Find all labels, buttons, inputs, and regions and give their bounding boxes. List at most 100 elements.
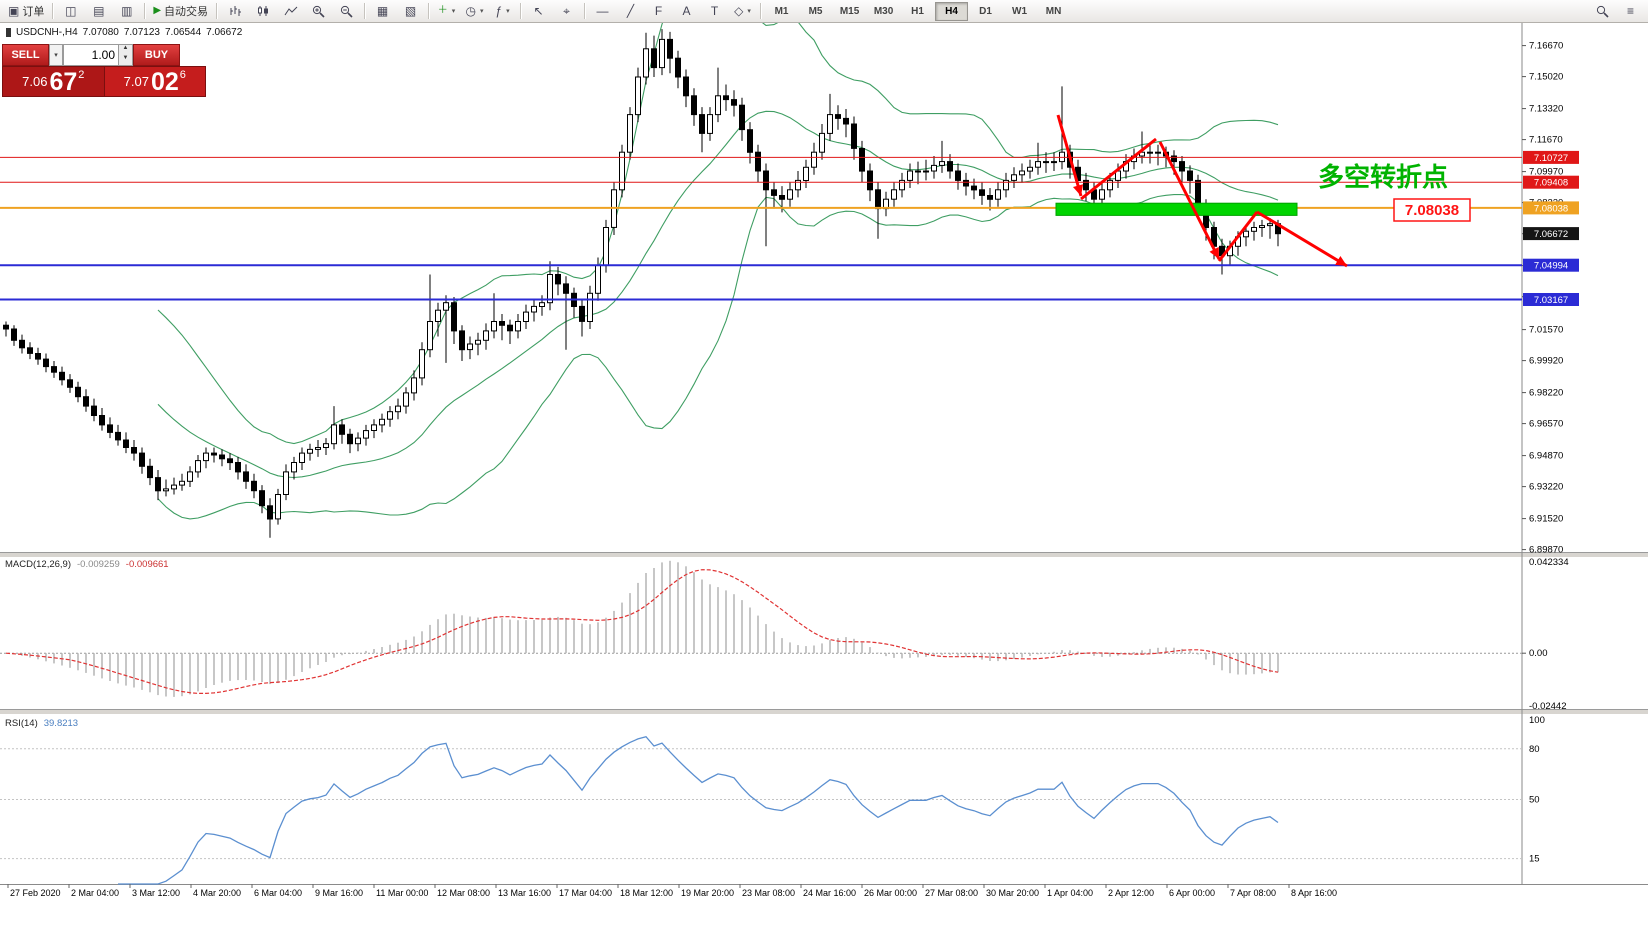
trend-arrow[interactable]	[1158, 141, 1221, 260]
market-watch-button[interactable]: ◫	[57, 1, 84, 22]
trend-arrow-head	[1335, 256, 1347, 266]
trendline-tool-button[interactable]: ╱	[617, 1, 644, 22]
timeframe-M1[interactable]: M1	[774, 5, 789, 17]
crosshair-button[interactable]: ⌖	[553, 1, 580, 22]
timeframe-M5[interactable]: M5	[808, 5, 823, 17]
time-axis-label: 8 Apr 16:00	[1291, 888, 1337, 898]
trend-arrow[interactable]	[1080, 137, 1157, 201]
price-axis-tick: 7.11670	[1529, 135, 1563, 146]
support-zone-rectangle[interactable]	[1055, 202, 1298, 216]
time-axis-label: 17 Mar 04:00	[559, 888, 612, 898]
bollinger-middle-band	[157, 110, 1279, 479]
time-axis-label: 4 Mar 20:00	[193, 888, 241, 898]
time-axis-label: 6 Mar 04:00	[254, 888, 302, 898]
shapes-tool-button[interactable]: ◇ ▾	[729, 1, 756, 22]
fibonacci-tool-button[interactable]: F	[645, 1, 672, 22]
price-axis-tick: 7.15020	[1529, 72, 1563, 83]
buy-price-sup: 6	[179, 68, 186, 81]
new-chart-button[interactable]: ＋ ▾	[433, 1, 460, 22]
timeframe-M15[interactable]: M15	[839, 5, 860, 17]
sell-button[interactable]: SELL	[2, 44, 49, 66]
trend-arrow-head	[1209, 247, 1219, 259]
macd-title: MACD(12,26,9)	[5, 559, 71, 570]
timeframe-M30[interactable]: M30	[873, 5, 894, 17]
splitter-macd-rsi[interactable]	[0, 709, 1648, 714]
search-button[interactable]	[1589, 1, 1616, 22]
volume-down-icon[interactable]: ▼	[119, 55, 132, 65]
macd-signal-line	[5, 569, 1279, 695]
price-axis-tick: 7.16670	[1529, 41, 1563, 52]
horizontal-line-tool-button[interactable]: —	[589, 1, 616, 22]
timeframe-W1[interactable]: W1	[1012, 5, 1028, 17]
tile-windows-button[interactable]: ▦	[369, 1, 396, 22]
main-chart-plot[interactable]	[3, 23, 1281, 538]
timeframe-H1[interactable]: H1	[911, 5, 924, 17]
zoom-in-button[interactable]	[305, 1, 332, 22]
menu-icon: ≡	[1626, 4, 1634, 18]
sell-price-mid: 67	[49, 67, 78, 96]
price-axis-tick: 6.99920	[1529, 356, 1563, 367]
autotrading-icon: ▶	[153, 5, 162, 16]
bollinger-lower-band	[157, 194, 1279, 520]
sell-price-box[interactable]: 7.06 67 2	[2, 66, 105, 97]
periods-button[interactable]: ◷ ▾	[461, 1, 488, 22]
cascade-windows-button[interactable]: ▧	[397, 1, 424, 22]
time-axis-label: 27 Feb 2020	[10, 888, 61, 898]
toolbar-separator	[428, 3, 430, 19]
annotation-text[interactable]: 多空转折点	[1318, 162, 1448, 192]
macd-panel[interactable]	[0, 560, 1522, 697]
timeframe-H4[interactable]: H4	[935, 1, 969, 21]
rsi-value: 39.8213	[43, 718, 79, 729]
rsi-panel[interactable]	[0, 735, 1522, 885]
clock-icon: ◷	[465, 4, 477, 18]
autotrading-button[interactable]: ▶ 自动交易	[149, 1, 212, 22]
navigator-button[interactable]: ▥	[113, 1, 140, 22]
chart-area[interactable]: 多空转折点 7.08038 7.16670 7.15020 7.13320 7.11670…	[0, 23, 1648, 900]
line-chart-button[interactable]	[277, 1, 304, 22]
ohlc-open: 7.07080	[82, 27, 119, 38]
bar-chart-button[interactable]	[221, 1, 248, 22]
splitter-main-macd[interactable]	[0, 552, 1648, 557]
rsi-title: RSI(14)	[5, 718, 38, 729]
menu-button[interactable]: ≡	[1617, 1, 1644, 22]
volume-stepper[interactable]: ▲ ▼	[119, 44, 133, 66]
dropdown-arrow-icon: ▾	[480, 8, 484, 15]
trend-arrow-head	[1073, 184, 1084, 196]
volume-up-icon[interactable]: ▲	[119, 45, 132, 55]
toolbar: ▣ 订单 ◫ ▤ ▥ ▶ 自动交易 ▦ ▧ ＋ ▾ ◷ ▾ ƒ ▾ ↖ ⌖ — …	[0, 0, 1648, 23]
timeframe-MN[interactable]: MN	[1045, 5, 1062, 17]
volume-dropdown-button[interactable]: ▾	[49, 44, 63, 66]
symbol-candle-icon	[6, 28, 11, 37]
svg-text:7.03167: 7.03167	[1534, 295, 1568, 306]
text-tool-button[interactable]: A	[673, 1, 700, 22]
time-axis-label: 30 Mar 20:00	[986, 888, 1039, 898]
price-axis-tick: 6.98220	[1529, 388, 1563, 399]
new-order-label: 订单	[22, 6, 45, 18]
buy-price-box[interactable]: 7.07 02 6	[104, 66, 206, 97]
dropdown-arrow-icon: ▾	[506, 8, 510, 15]
fibonacci-icon: F	[654, 4, 663, 18]
cursor-button[interactable]: ↖	[525, 1, 552, 22]
data-window-button[interactable]: ▤	[85, 1, 112, 22]
candlestick-chart-button[interactable]	[249, 1, 276, 22]
trend-arrow[interactable]	[1256, 210, 1348, 268]
time-axis-label: 19 Mar 20:00	[681, 888, 734, 898]
zoom-out-button[interactable]	[333, 1, 360, 22]
label-tool-button[interactable]: T	[701, 1, 728, 22]
buy-price-big: 7.07	[123, 74, 149, 89]
volume-input[interactable]	[63, 44, 119, 66]
search-icon	[1596, 5, 1609, 18]
price-callout-text: 7.08038	[1405, 202, 1459, 219]
new-order-button[interactable]: ▣ 订单	[4, 1, 48, 22]
price-axis-tick: 6.91520	[1529, 514, 1563, 525]
trend-arrow[interactable]	[1056, 114, 1083, 197]
price-callout-box[interactable]	[1393, 198, 1471, 222]
buy-price-mid: 02	[150, 67, 179, 96]
macd-axis-bottom: -0.02442	[1529, 701, 1567, 712]
indicators-button[interactable]: ƒ ▾	[489, 1, 516, 22]
buy-button[interactable]: BUY	[133, 44, 180, 66]
timeframe-D1[interactable]: D1	[979, 5, 992, 17]
label-tool-icon: T	[710, 4, 719, 18]
trend-arrow[interactable]	[1217, 211, 1259, 262]
